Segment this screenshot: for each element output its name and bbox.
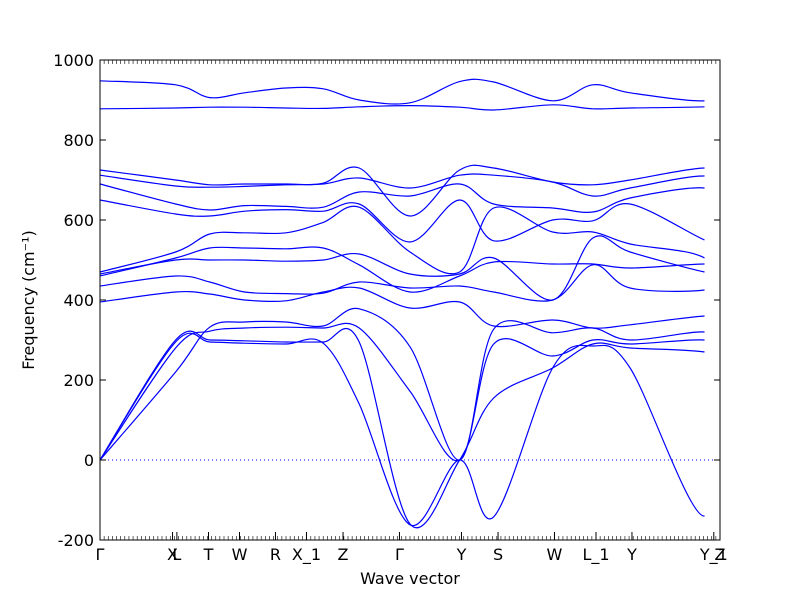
x-tick-label: Γ xyxy=(96,545,105,564)
band-lines xyxy=(99,78,705,529)
band-line-9 xyxy=(99,246,705,293)
band-line-15 xyxy=(99,332,705,527)
x-tick-label: Y_1 xyxy=(699,545,728,565)
x-tick-label: X xyxy=(167,545,178,564)
y-tick-label: 600 xyxy=(63,211,94,230)
band-line-8 xyxy=(99,235,705,301)
y-tick-label: -200 xyxy=(58,531,94,550)
x-tick-label: W xyxy=(547,545,563,564)
band-line-13 xyxy=(99,322,705,462)
x-tick-label: T xyxy=(203,545,214,564)
x-axis-ticks: Γ XL T W R X_1 Z Γ Y S W L_1 Y Y_1Z xyxy=(96,532,728,565)
minor-ticks xyxy=(99,60,721,540)
y-tick-label: 200 xyxy=(63,371,94,390)
band-line-3 xyxy=(99,164,705,217)
band-line-4 xyxy=(99,173,705,197)
x-tick-label: R xyxy=(270,545,281,564)
y-axis-label: Frequency (cm⁻¹) xyxy=(19,230,38,369)
x-tick-label: L_1 xyxy=(582,545,609,565)
band-line-7 xyxy=(99,205,705,275)
band-line-6 xyxy=(99,199,705,243)
band-line-10 xyxy=(99,264,705,302)
y-tick-label: 0 xyxy=(84,451,94,470)
x-tick-label: Z xyxy=(715,545,726,564)
x-tick-label: Y xyxy=(626,545,637,564)
x-tick-label: X_1 xyxy=(292,545,321,565)
band-line-1 xyxy=(99,78,705,105)
x-tick-label: Z xyxy=(338,545,349,564)
plot-frame xyxy=(99,59,721,541)
x-tick-label: S xyxy=(493,545,503,564)
band-line-5 xyxy=(99,183,705,213)
y-axis-ticks: -200 0 200 400 600 800 1000 xyxy=(53,51,720,550)
x-tick-label: Y xyxy=(456,545,467,564)
x-tick-label: W xyxy=(232,545,248,564)
x-tick-label: Γ xyxy=(395,545,404,564)
band-line-2 xyxy=(99,104,705,111)
x-axis-label: Wave vector xyxy=(360,569,460,588)
y-tick-label: 1000 xyxy=(53,51,94,70)
x-tick-label: L xyxy=(172,545,181,564)
band-line-14 xyxy=(99,327,705,529)
y-tick-label: 400 xyxy=(63,291,94,310)
y-tick-label: 800 xyxy=(63,131,94,150)
band-line-12 xyxy=(99,307,705,461)
